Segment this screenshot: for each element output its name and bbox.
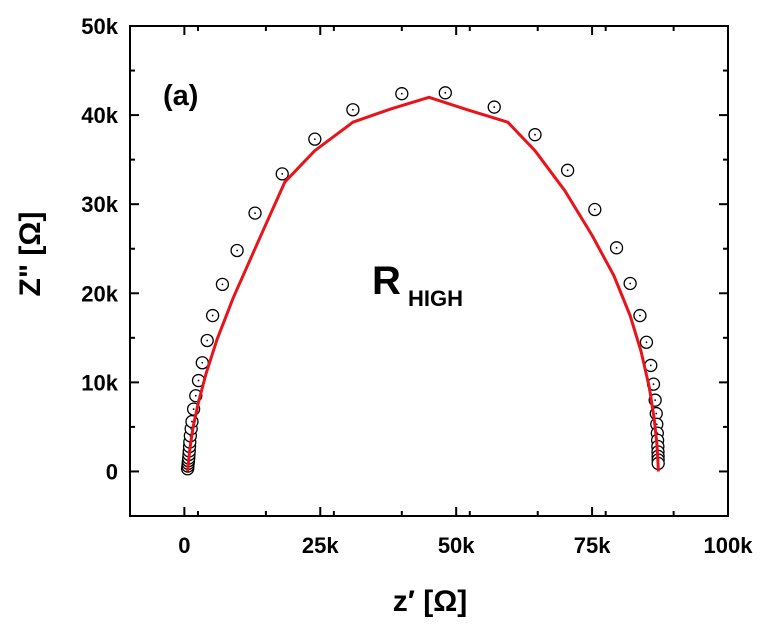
data-point-center xyxy=(191,420,193,423)
data-point-center xyxy=(566,169,569,172)
y-axis-title: Z" [Ω] xyxy=(14,212,47,297)
data-point-center xyxy=(211,314,214,317)
data-point-center xyxy=(221,283,224,286)
data-point-center xyxy=(313,138,316,141)
y-tick-label: 30k xyxy=(81,192,118,217)
series-layer xyxy=(180,86,665,476)
data-point-center xyxy=(615,246,618,249)
data-point-center xyxy=(629,282,632,285)
data-point-center xyxy=(493,106,496,108)
x-tick-label: 100k xyxy=(704,533,754,558)
y-tick-label: 0 xyxy=(106,459,118,484)
y-tick-label: 20k xyxy=(81,281,118,306)
data-point-center xyxy=(645,341,648,344)
plot-frame xyxy=(129,25,729,517)
data-point-center xyxy=(236,249,238,252)
r-high-subscript: HIGH xyxy=(408,286,463,311)
data-point-center xyxy=(351,108,354,111)
y-tick-label: 40k xyxy=(81,103,118,128)
r-high-label: R xyxy=(372,259,401,303)
x-tick-label: 25k xyxy=(302,533,339,558)
data-point-center xyxy=(192,408,195,410)
data-point-center xyxy=(201,361,204,364)
data-point-center xyxy=(639,314,641,317)
data-point-center xyxy=(655,412,658,415)
data-point-center xyxy=(206,339,209,342)
x-tick-label: 0 xyxy=(178,533,190,558)
y-tick-label: 10k xyxy=(81,370,118,395)
data-point-center xyxy=(649,364,652,367)
y-axis-ticks: 0 10k 20k 30k 40k 50k xyxy=(81,14,728,517)
data-point-center xyxy=(654,399,657,402)
data-point-center xyxy=(534,133,536,136)
x-axis-ticks: 0 25k 50k 75k 100k xyxy=(129,26,754,558)
data-point-center xyxy=(400,92,403,95)
data-point-center xyxy=(444,91,447,94)
fit-line xyxy=(186,95,660,472)
x-tick-label: 50k xyxy=(438,533,475,558)
data-point-center xyxy=(652,383,655,386)
data-point-center xyxy=(254,212,256,214)
x-axis-title: z′ [Ω] xyxy=(393,585,468,618)
data-point-center xyxy=(197,379,200,382)
panel-label: (a) xyxy=(163,80,198,112)
data-point-center xyxy=(194,394,197,397)
data-point-center xyxy=(281,172,284,175)
data-point-center xyxy=(593,208,596,211)
x-tick-label: 75k xyxy=(574,533,611,558)
y-tick-label: 50k xyxy=(81,14,118,39)
